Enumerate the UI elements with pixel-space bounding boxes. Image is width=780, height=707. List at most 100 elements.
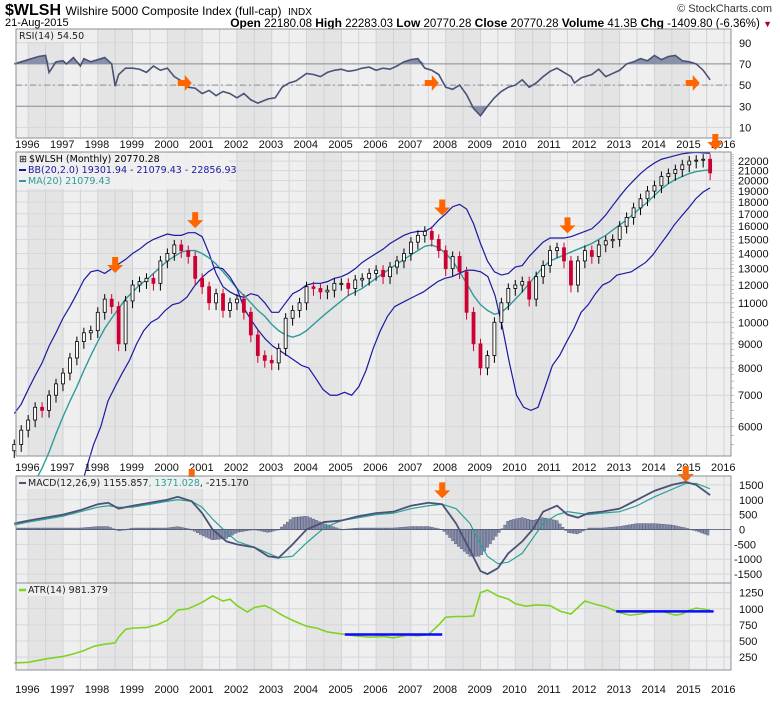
price-candle bbox=[562, 242, 566, 269]
price-tick-label: 6000 bbox=[738, 422, 762, 434]
candle-body bbox=[228, 302, 232, 311]
macd-histogram-bar bbox=[428, 526, 431, 530]
atr-panel bbox=[16, 583, 731, 670]
macd-histogram-bar bbox=[94, 526, 98, 530]
price-candle bbox=[485, 350, 490, 376]
price-candle bbox=[26, 414, 31, 438]
price-candle bbox=[555, 242, 559, 258]
macd-histogram-bar bbox=[175, 526, 179, 530]
price-x-tick-label: 1996 bbox=[15, 462, 39, 474]
rsi-tick-label: 10 bbox=[739, 122, 751, 134]
candle-body bbox=[290, 309, 295, 319]
price-tick-label: 9000 bbox=[738, 339, 762, 351]
macd-legend-part: , -215.170 bbox=[200, 478, 249, 489]
price-candle bbox=[450, 251, 455, 276]
macd-histogram-bar bbox=[625, 525, 629, 530]
atr-x-tick-label: 2016 bbox=[711, 684, 735, 696]
candle-body bbox=[492, 321, 497, 356]
price-candle bbox=[19, 425, 24, 452]
candle-body bbox=[624, 217, 629, 227]
rsi-x-tick-label: 2000 bbox=[154, 139, 178, 151]
candle-body bbox=[304, 286, 309, 304]
rsi-x-tick-label: 2014 bbox=[641, 139, 665, 151]
rsi-legend-bg bbox=[17, 30, 95, 42]
macd-histogram-bar bbox=[633, 523, 637, 530]
price-candle bbox=[193, 251, 198, 286]
candle-body bbox=[645, 190, 650, 200]
quote-date: 21-Aug-2015 bbox=[5, 17, 69, 29]
candle-body bbox=[555, 247, 559, 252]
atr-x-tick-label: 2008 bbox=[433, 684, 457, 696]
price-tick-label: 14000 bbox=[738, 249, 769, 261]
rsi-overbought-fill bbox=[14, 55, 711, 64]
price-candle bbox=[576, 255, 580, 293]
candle-body bbox=[116, 306, 121, 345]
open-label: Open bbox=[230, 16, 261, 30]
candle-body bbox=[207, 286, 212, 304]
rsi-tick-label: 50 bbox=[739, 80, 751, 92]
price-x-tick-label: 2003 bbox=[259, 462, 283, 474]
candle-body bbox=[450, 256, 455, 270]
macd-histogram-bar bbox=[515, 518, 518, 530]
price-tick-label: 21000 bbox=[738, 166, 769, 178]
price-candle bbox=[346, 278, 351, 296]
price-x-tick-label: 2000 bbox=[154, 462, 178, 474]
price-x-tick-label: 1999 bbox=[120, 462, 144, 474]
down-arrow-icon bbox=[187, 212, 204, 229]
price-candle bbox=[506, 283, 511, 311]
macd-histogram-bar bbox=[445, 529, 449, 535]
price-x-tick-label: 1997 bbox=[50, 462, 74, 474]
macd-histogram-bar bbox=[520, 517, 524, 530]
rsi-x-tick-label: 2012 bbox=[572, 139, 596, 151]
price-candle bbox=[221, 288, 225, 318]
macd-histogram-bar bbox=[677, 526, 681, 530]
price-candle bbox=[680, 159, 685, 177]
macd-legend-bg bbox=[17, 477, 227, 489]
macd-histogram-bar bbox=[619, 526, 623, 530]
macd-histogram-bar bbox=[544, 517, 547, 530]
price-candle bbox=[12, 439, 17, 459]
atr-x-tick-label: 2009 bbox=[467, 684, 491, 696]
candle-body bbox=[548, 250, 552, 266]
macd-histogram-bar bbox=[674, 525, 678, 530]
macd-histogram-bar bbox=[497, 529, 501, 533]
macd-histogram-bar bbox=[448, 529, 452, 538]
volume-value: 41.3B bbox=[607, 18, 638, 30]
price-candle bbox=[492, 317, 497, 363]
atr-x-tick-label: 2014 bbox=[641, 684, 665, 696]
price-candle bbox=[144, 273, 149, 289]
atr-x-tick-label: 2004 bbox=[294, 684, 318, 696]
macd-histogram-bar bbox=[204, 529, 208, 538]
candle-body bbox=[374, 269, 379, 274]
price-candle bbox=[172, 239, 177, 261]
price-candle bbox=[269, 355, 274, 371]
macd-histogram-bar bbox=[549, 519, 553, 530]
atr-tick-label: 750 bbox=[739, 620, 757, 632]
candle-body bbox=[506, 288, 511, 304]
price-candle bbox=[332, 278, 337, 298]
price-candle bbox=[360, 273, 365, 288]
candle-body bbox=[54, 383, 58, 396]
macd-histogram-bar bbox=[283, 524, 286, 530]
candle-body bbox=[701, 158, 706, 161]
candle-body bbox=[569, 260, 573, 286]
candle-body bbox=[172, 244, 177, 254]
price-tick-label: 13000 bbox=[738, 264, 769, 276]
candle-body bbox=[193, 256, 198, 279]
atr-x-tick-label: 1998 bbox=[85, 684, 109, 696]
exchange: INDX bbox=[288, 7, 312, 18]
copyright[interactable]: © StockCharts.com bbox=[677, 3, 772, 15]
macd-histogram-bar bbox=[451, 529, 455, 541]
macd-histogram-bar bbox=[488, 529, 492, 544]
quote-summary: Open 22180.08 High 22283.03 Low 20770.28… bbox=[230, 16, 772, 30]
atr-legend: ATR(14) 981.379 bbox=[28, 585, 108, 596]
price-candle bbox=[422, 226, 427, 243]
down-arrow-icon bbox=[434, 482, 451, 499]
price-candle bbox=[137, 276, 142, 293]
price-candle bbox=[54, 378, 58, 403]
candle-body bbox=[241, 298, 246, 313]
rsi-tick-label: 90 bbox=[739, 38, 751, 50]
macd-histogram-bar bbox=[654, 523, 658, 530]
atr-x-tick-label: 2010 bbox=[502, 684, 526, 696]
